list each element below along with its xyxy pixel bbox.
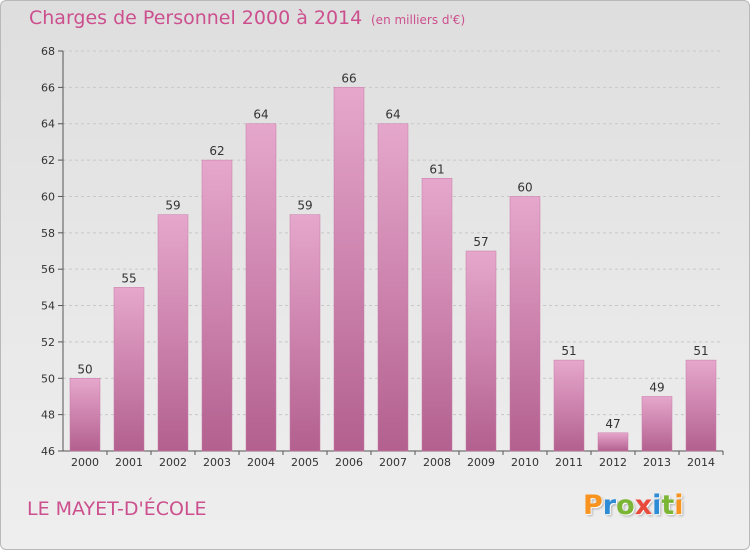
bar bbox=[641, 396, 673, 452]
bar bbox=[333, 87, 365, 452]
x-tick-label: 2005 bbox=[291, 456, 319, 469]
proxiti-logo: Proxiti bbox=[583, 490, 684, 521]
bar-value-label: 62 bbox=[209, 144, 224, 158]
bar-value-label: 51 bbox=[693, 344, 708, 358]
y-tick-label: 58 bbox=[41, 227, 55, 240]
y-tick-label: 60 bbox=[41, 190, 55, 203]
y-tick-label: 68 bbox=[41, 45, 55, 58]
bar-value-label: 55 bbox=[121, 271, 136, 285]
bar bbox=[157, 214, 189, 452]
y-tick-label: 62 bbox=[41, 154, 55, 167]
y-tick-label: 52 bbox=[41, 336, 55, 349]
chart-title: Charges de Personnel 2000 à 2014 bbox=[29, 7, 363, 29]
bar bbox=[69, 378, 101, 452]
bar bbox=[597, 432, 629, 452]
bar bbox=[201, 159, 233, 452]
y-tick-label: 54 bbox=[41, 300, 55, 313]
y-tick-label: 66 bbox=[41, 81, 55, 94]
bar bbox=[113, 287, 145, 452]
value-labels: 50 55 59 62 64 59 66 64 61 57 60 51 47 49 51 bbox=[77, 71, 708, 430]
logo-letter: i bbox=[652, 490, 662, 521]
bar-value-label: 60 bbox=[517, 180, 532, 194]
x-tick-label: 2004 bbox=[247, 456, 275, 469]
bar-value-label: 57 bbox=[473, 235, 488, 249]
bar bbox=[421, 178, 453, 452]
y-tick-label: 56 bbox=[41, 263, 55, 276]
bar bbox=[245, 123, 277, 452]
x-tick-label: 2009 bbox=[467, 456, 495, 469]
bar-value-label: 66 bbox=[341, 71, 356, 85]
bar-value-label: 59 bbox=[297, 199, 312, 213]
x-tick-label: 2014 bbox=[687, 456, 715, 469]
x-tick-label: 2008 bbox=[423, 456, 451, 469]
logo-letter: i bbox=[674, 490, 684, 521]
x-tick-label: 2006 bbox=[335, 456, 363, 469]
x-tick-label: 2003 bbox=[203, 456, 231, 469]
chart-subtitle: (en milliers d'€) bbox=[371, 13, 466, 27]
logo-letter: t bbox=[661, 490, 675, 521]
bar bbox=[377, 123, 409, 452]
x-tick-label: 2000 bbox=[71, 456, 99, 469]
bar-value-label: 49 bbox=[649, 380, 664, 394]
bar-value-label: 64 bbox=[253, 108, 268, 122]
y-tick-label: 46 bbox=[41, 445, 55, 458]
x-tick-label: 2010 bbox=[511, 456, 539, 469]
bars bbox=[69, 87, 717, 452]
bar-value-label: 50 bbox=[77, 362, 92, 376]
bar-value-label: 47 bbox=[605, 417, 620, 431]
x-tick-label: 2013 bbox=[643, 456, 671, 469]
x-tick-label: 2002 bbox=[159, 456, 187, 469]
bar-value-label: 61 bbox=[429, 162, 444, 176]
bar-value-label: 64 bbox=[385, 108, 400, 122]
logo-letter: o bbox=[616, 490, 635, 521]
bar bbox=[289, 214, 321, 452]
logo-letter: r bbox=[602, 490, 617, 521]
bar bbox=[509, 196, 541, 452]
x-tick-label: 2001 bbox=[115, 456, 143, 469]
bar bbox=[553, 359, 585, 452]
x-tick-label: 2012 bbox=[599, 456, 627, 469]
x-tick-label: 2011 bbox=[555, 456, 583, 469]
commune-name: LE MAYET-D'ÉCOLE bbox=[27, 498, 207, 520]
bar-value-label: 59 bbox=[165, 199, 180, 213]
x-tick-label: 2007 bbox=[379, 456, 407, 469]
y-tick-label: 48 bbox=[41, 409, 55, 422]
logo-letter: P bbox=[583, 490, 603, 521]
bar bbox=[465, 250, 497, 452]
bar-value-label: 51 bbox=[561, 344, 576, 358]
logo-letter: x bbox=[634, 490, 653, 521]
bar bbox=[685, 359, 717, 452]
y-tick-label: 64 bbox=[41, 118, 55, 131]
y-tick-label: 50 bbox=[41, 372, 55, 385]
